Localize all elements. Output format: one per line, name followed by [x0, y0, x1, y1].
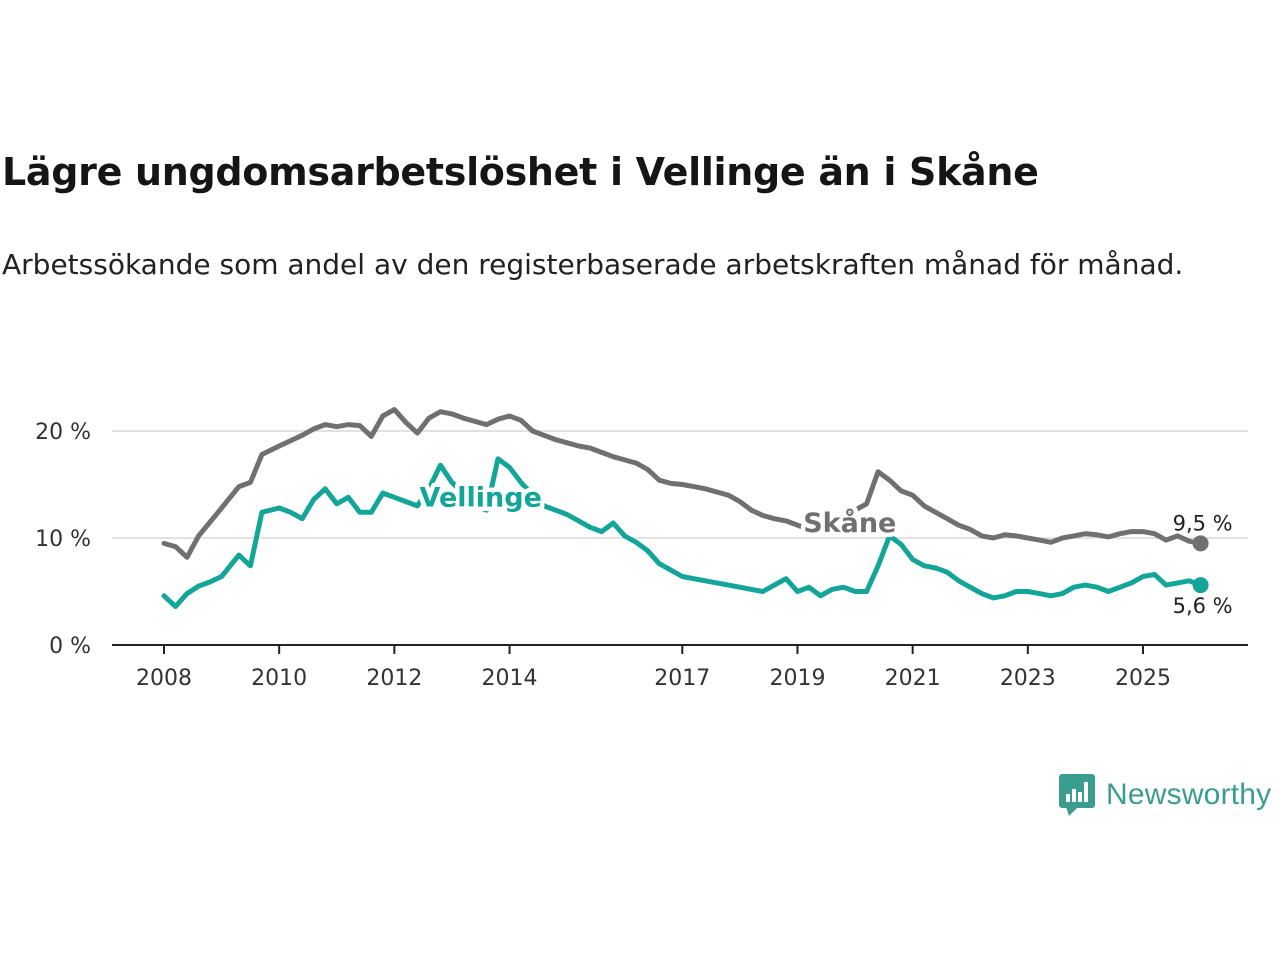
series-labels: 9,5 % Skåne 5,6 % Vellinge — [415, 478, 1233, 618]
x-tick-label: 2012 — [366, 666, 422, 691]
y-tick-label: 0 % — [49, 634, 91, 659]
end-point-vellinge — [1192, 577, 1209, 594]
end-label-sk-ne: 9,5 % — [1173, 511, 1233, 535]
series-label-sk-ne: Skåne — [803, 507, 896, 539]
series-line-sk-ne — [161, 407, 1204, 560]
x-tick-label: 2019 — [769, 666, 825, 691]
x-tick-label: 2017 — [654, 666, 710, 691]
brand-name: Newsworthy — [1106, 778, 1272, 811]
x-tick-label: 2021 — [885, 666, 941, 691]
newsworthy-bar-chart-icon — [1059, 774, 1095, 816]
y-axis-ticks: 0 % 10 % 20 % — [35, 420, 91, 659]
x-tick-label: 2008 — [136, 666, 192, 691]
end-point-sk-ne — [1192, 535, 1209, 552]
x-tick-label: 2010 — [251, 666, 307, 691]
chart-subtitle: Arbetssökande som andel av den registerb… — [2, 248, 1184, 281]
newsworthy-logo: Newsworthy — [1058, 773, 1271, 817]
y-tick-label: 20 % — [35, 420, 91, 445]
x-axis-ticks: 2008 2010 2012 2014 2017 2019 2021 2023 2025 — [136, 645, 1171, 691]
chart-title: Lägre ungdomsarbetslöshet i Vellinge än … — [2, 150, 1039, 194]
end-label-vellinge: 5,6 % — [1173, 594, 1233, 618]
x-tick-label: 2025 — [1115, 666, 1171, 691]
y-tick-label: 10 % — [35, 527, 91, 552]
series-label-vellinge: Vellinge — [420, 482, 542, 513]
series-lines — [161, 407, 1209, 609]
x-tick-label: 2014 — [482, 666, 538, 691]
series-line-vellinge — [161, 456, 1204, 609]
x-tick-label: 2023 — [1000, 666, 1056, 691]
